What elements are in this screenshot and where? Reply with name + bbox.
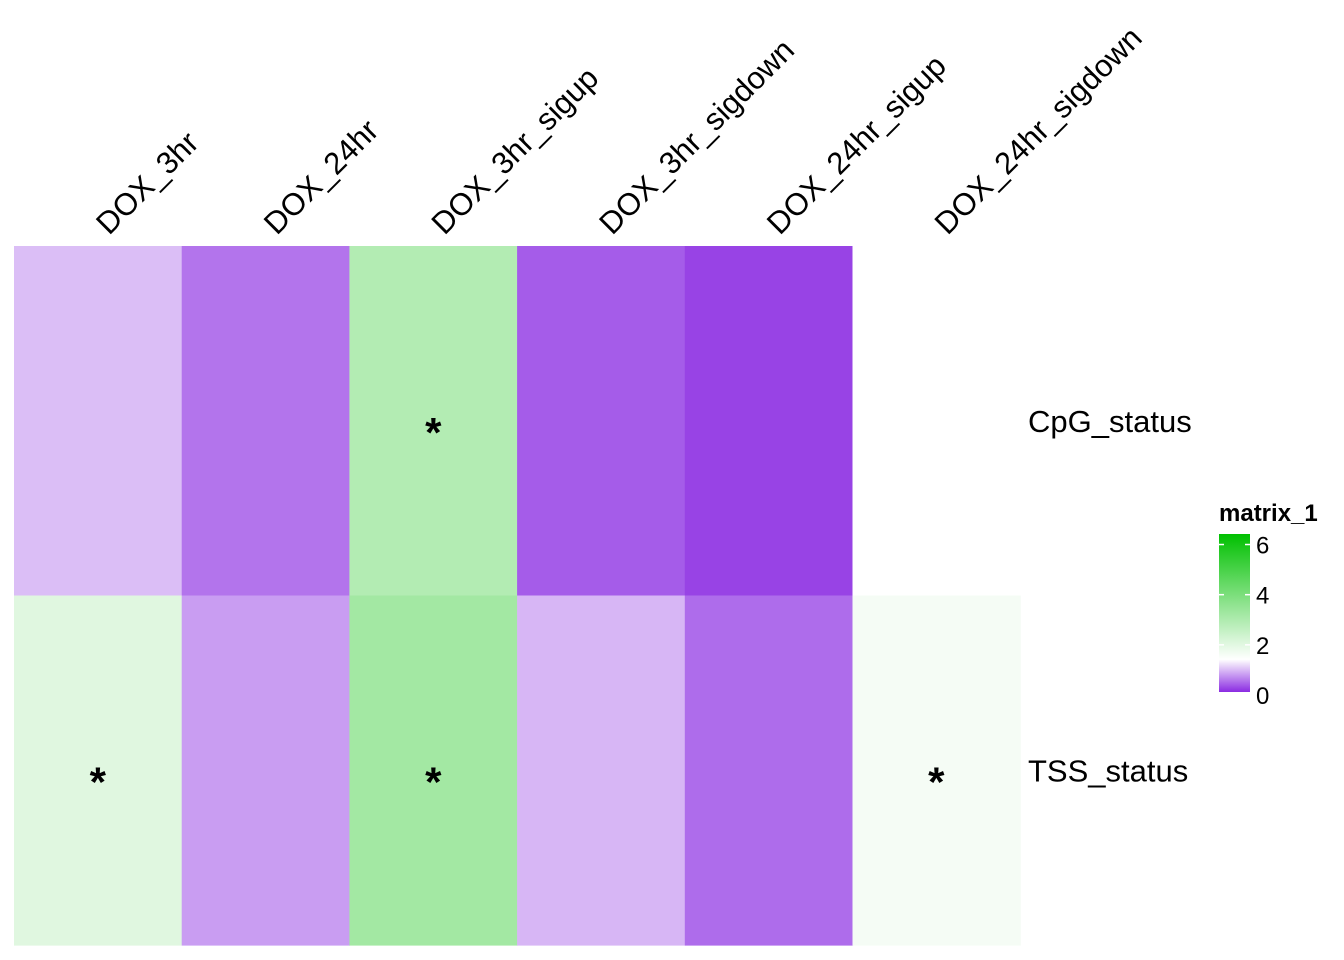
heatmap-cell (349, 246, 518, 597)
significance-markers: * * * * (90, 409, 945, 806)
row-label: CpG_status (1028, 404, 1192, 439)
column-label: DOX_3hr_sigup (425, 60, 606, 241)
heatmap-cell (349, 595, 518, 946)
heatmap-cell (684, 246, 854, 597)
column-labels: DOX_3hr DOX_24hr DOX_3hr_sigupDOX_3hr_sigd… (89, 20, 1148, 241)
significance-star: * (425, 758, 442, 805)
heatmap-cell (852, 595, 1021, 946)
legend-tick-label: 6 (1256, 533, 1269, 560)
heatmap-cells (14, 246, 1021, 946)
row-label: TSS_status (1028, 753, 1188, 788)
column-label: DOX_24hr_sigup (760, 48, 953, 241)
heatmap-cell (517, 246, 686, 597)
heatmap-cell (517, 595, 686, 946)
column-label: DOX_24hr_sigdown (928, 20, 1149, 241)
heatmap-cell (14, 246, 183, 597)
color-legend: matrix_1 0 2 4 6 (1219, 500, 1318, 710)
legend-tick-label: 4 (1256, 583, 1269, 610)
significance-star: * (425, 409, 442, 456)
heatmap-cell (181, 246, 350, 597)
legend-title: matrix_1 (1219, 500, 1318, 527)
significance-star: * (90, 758, 107, 805)
heatmap-cell (852, 246, 1021, 597)
column-label: DOX_24hr (257, 113, 385, 241)
heatmap-cell (684, 595, 854, 946)
significance-star: * (928, 758, 945, 805)
heatmap-cell (181, 595, 350, 946)
legend-tick-label: 0 (1256, 683, 1269, 710)
heatmap-cell (14, 595, 183, 946)
legend-tick-label: 2 (1256, 633, 1269, 660)
legend-color-bar (1219, 534, 1250, 692)
row-labels: CpG_status TSS_status (1028, 404, 1192, 789)
column-label: DOX_3hr (89, 125, 205, 241)
